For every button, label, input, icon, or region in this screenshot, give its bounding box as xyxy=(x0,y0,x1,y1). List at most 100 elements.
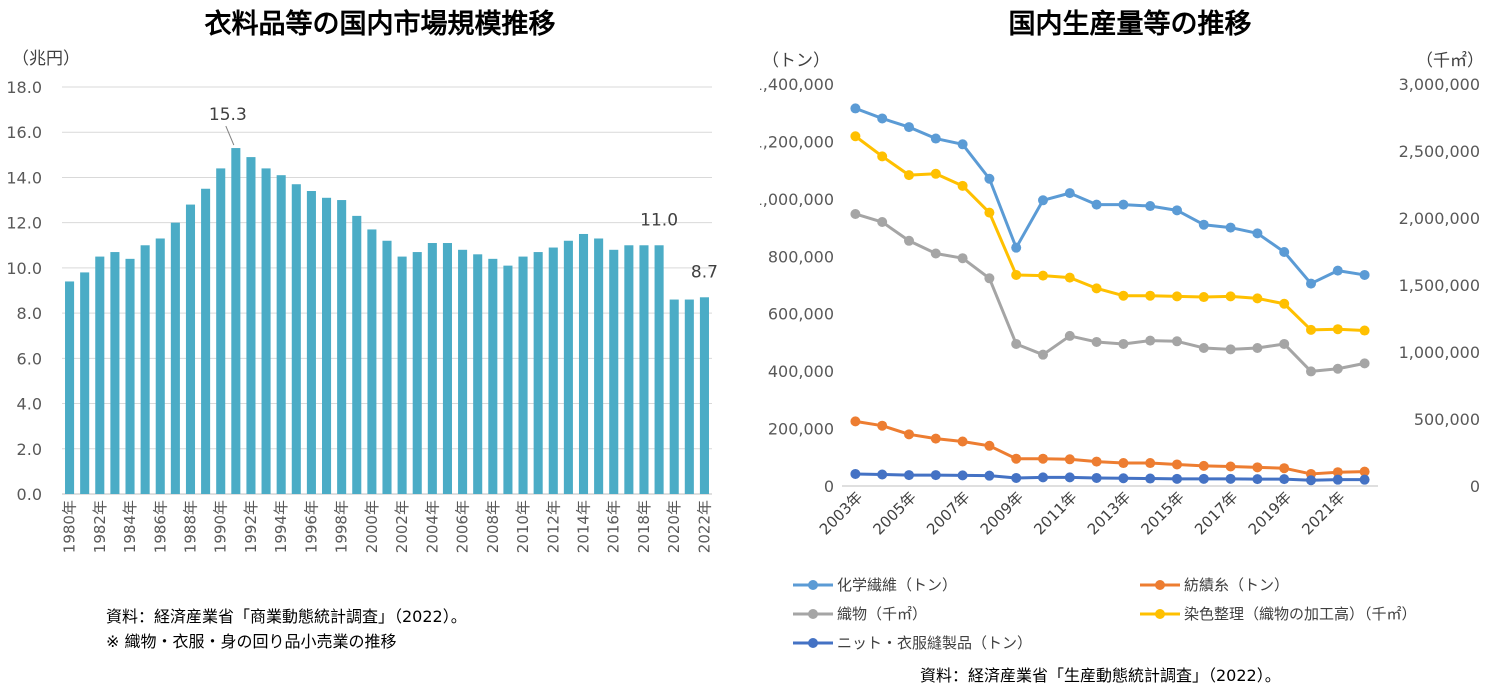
legend-item-knit-apparel: ニット・衣服縫製品（トン） xyxy=(793,632,1032,653)
series-point xyxy=(1145,335,1156,346)
series-point xyxy=(1332,363,1343,374)
bar xyxy=(488,258,498,494)
left-chart-title: 衣料品等の国内市場規模推移 xyxy=(204,9,556,40)
bar xyxy=(276,175,286,494)
series-point xyxy=(984,470,995,481)
series-point xyxy=(930,248,941,259)
series-point xyxy=(1225,222,1236,233)
series-point xyxy=(1091,283,1102,294)
bar xyxy=(367,229,377,494)
series-point xyxy=(984,207,995,218)
bar xyxy=(65,281,75,494)
y-tick-label: 12.0 xyxy=(6,214,42,233)
series-point xyxy=(1145,201,1156,212)
x-tick-label: 2016年 xyxy=(605,500,623,553)
bar xyxy=(216,168,226,494)
series-point xyxy=(957,470,968,481)
series-point xyxy=(1064,188,1075,199)
bar xyxy=(170,222,180,494)
x-tick-label: 2012年 xyxy=(544,500,562,553)
bar xyxy=(699,297,709,494)
series-point xyxy=(1332,265,1343,276)
right-y-tick-label: 3,000,000 xyxy=(1399,75,1480,94)
bar xyxy=(291,184,301,494)
series-point xyxy=(1225,344,1236,355)
series-point xyxy=(877,113,888,124)
series-point xyxy=(850,468,861,479)
series-point xyxy=(877,151,888,162)
left-y-tick-label: 1,000,000 xyxy=(760,190,834,209)
series-point xyxy=(1145,458,1156,469)
y-tick-label: 10.0 xyxy=(6,259,42,278)
series-point xyxy=(1118,473,1129,484)
series-point xyxy=(1011,338,1022,349)
bar xyxy=(80,272,90,494)
bar xyxy=(533,252,543,494)
y-tick-label: 0.0 xyxy=(17,485,42,504)
series-point xyxy=(1252,474,1263,485)
series-point xyxy=(1064,330,1075,341)
bar xyxy=(624,245,634,494)
bar xyxy=(442,243,452,494)
left-unit-label: （兆円） xyxy=(12,49,80,69)
bar xyxy=(352,215,362,494)
bar xyxy=(185,204,196,495)
series-point xyxy=(984,273,995,284)
series-point xyxy=(984,173,995,184)
legend-label-chemical-fiber: 化学繊維（トン） xyxy=(837,576,958,594)
bar xyxy=(382,240,392,494)
series-point xyxy=(1011,453,1022,464)
series-point xyxy=(1252,228,1263,239)
series-point xyxy=(877,217,888,228)
series-point xyxy=(957,436,968,447)
series-point xyxy=(930,470,941,481)
left-y-tick-label: 1,400,000 xyxy=(760,75,834,94)
x-tick-label: 1986年 xyxy=(151,500,169,553)
series-point xyxy=(1145,473,1156,484)
bar xyxy=(684,299,694,494)
left-y-tick-label: 800,000 xyxy=(768,247,834,266)
series-point xyxy=(930,133,941,144)
y-tick-label: 2.0 xyxy=(17,440,42,459)
series-point xyxy=(850,208,861,219)
series-point xyxy=(1118,290,1129,301)
series-point xyxy=(1011,242,1022,253)
y-tick-label: 14.0 xyxy=(6,168,42,187)
right-y-tick-label: 2,500,000 xyxy=(1399,142,1480,161)
series-point xyxy=(1038,453,1048,464)
series-point xyxy=(877,420,888,431)
series-point xyxy=(904,170,914,181)
legend-item-spun-yarn: 紡績糸（トン） xyxy=(1140,574,1289,595)
x-tick-label: 1992年 xyxy=(242,500,260,553)
bar xyxy=(669,299,679,494)
series-line xyxy=(854,107,1365,286)
series-point xyxy=(1332,324,1343,335)
series-point xyxy=(1359,474,1370,485)
x-tick-label: 1994年 xyxy=(272,500,290,553)
series-point xyxy=(1198,460,1209,471)
x-tick-label: 1980年 xyxy=(61,500,79,553)
x-tick-label: 2009年 xyxy=(977,488,1027,538)
series-point xyxy=(1091,199,1102,210)
bar xyxy=(110,252,120,494)
legend-marker-spun-yarn xyxy=(1140,579,1180,590)
legend-marker-textile xyxy=(793,608,833,619)
series-point xyxy=(1198,219,1209,230)
bar xyxy=(548,247,558,494)
left-source-note: 資料：経済産業省「商業動態統計調査」（2022）。 xyxy=(106,607,467,626)
series-point xyxy=(1198,342,1209,353)
bar xyxy=(594,238,604,494)
x-tick-label: 1988年 xyxy=(181,500,199,553)
x-tick-label: 1990年 xyxy=(212,500,230,553)
x-tick-label: 2019年 xyxy=(1245,488,1295,538)
legend-label-spun-yarn: 紡績糸（トン） xyxy=(1184,576,1290,594)
x-tick-label: 2004年 xyxy=(423,500,441,553)
series-point xyxy=(1038,472,1048,483)
bar xyxy=(261,168,271,494)
series-point xyxy=(1172,291,1182,302)
series-point xyxy=(850,416,861,427)
left-y-tick-label: 200,000 xyxy=(768,420,834,439)
right-source-note: 資料：経済産業省「生産動態統計調査」（2022）。 xyxy=(920,666,1281,685)
right-y-tick-label: 1,500,000 xyxy=(1399,276,1480,295)
series-point xyxy=(1252,293,1263,304)
